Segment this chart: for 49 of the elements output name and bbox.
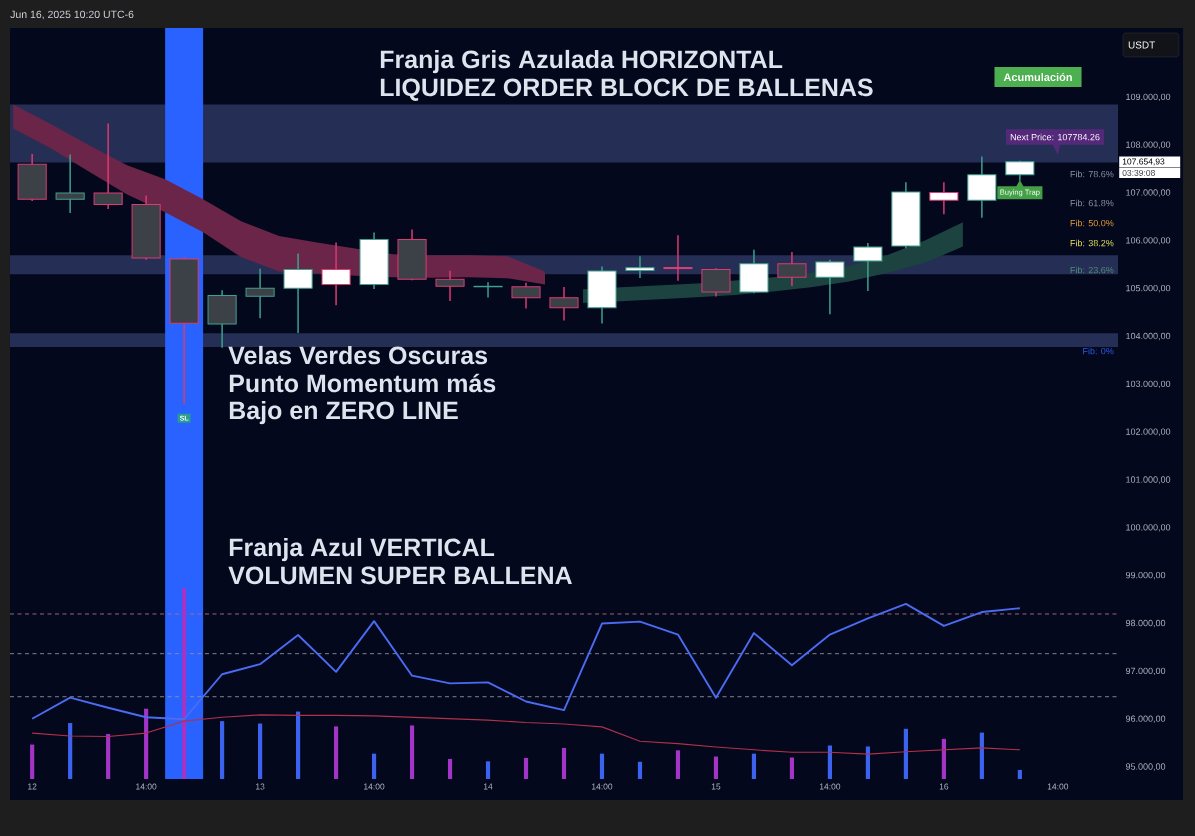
annotation: Velas Verdes Oscuras [228, 345, 488, 365]
x-tick-label: 12 [28, 783, 37, 790]
y-tick-label: 102.000,00 [1126, 428, 1171, 436]
candlestick [625, 256, 655, 278]
annotation: Fib: 0% [1083, 347, 1114, 355]
line-series [31, 602, 1021, 721]
y-tick-label: 99.000,00 [1125, 571, 1166, 580]
candlestick [663, 235, 693, 281]
y-tick-label: 96.000,00 [1125, 715, 1166, 723]
y-tick-label: 97.000,00 [1125, 667, 1166, 676]
annotation: LIQUIDEZ ORDER BLOCK DE BALLENAS [380, 78, 873, 101]
y-tick-label: 106.000,00 [1126, 237, 1171, 245]
annotation: Next Price: 107784.26 [1010, 133, 1100, 141]
annotation: Fib: 38.2% [1070, 239, 1114, 247]
text: 107.654,93 [1122, 158, 1165, 166]
annotation: Fib: 61.8% [1070, 199, 1114, 207]
candlestick [93, 123, 123, 210]
annotation: VOLUMEN SUPER BALLENA [228, 566, 572, 585]
y-tick-label: 100.000,00 [1126, 524, 1171, 532]
x-tick-label: 14:00 [136, 783, 157, 790]
annotation: Franja Gris Azulada HORIZONTAL [380, 49, 783, 74]
annotation: Fib: 50.0% [1070, 219, 1114, 227]
x-tick-label: 14:00 [1047, 783, 1069, 790]
y-tick-label: 105.000,00 [1126, 284, 1171, 293]
text: Jun 16, 2025 10:20 UTC-6 [10, 10, 134, 20]
annotation: Fib: 78.6% [1070, 170, 1114, 178]
x-tick-label: 16 [939, 783, 949, 790]
y-tick-label: 95.000,00 [1125, 763, 1166, 771]
annotation: Punto Momentum más [229, 373, 496, 393]
annotation: Acumulación [1003, 72, 1072, 82]
annotation: Fib: 23.6% [1070, 266, 1114, 274]
y-tick-label: 108.000,00 [1126, 141, 1171, 149]
x-tick-label: 14:00 [592, 783, 613, 790]
y-tick-label: 107.000,00 [1126, 189, 1171, 197]
text: 03:39:08 [1122, 169, 1155, 176]
x-tick-label: 14 [483, 783, 493, 790]
x-tick-label: 14:00 [819, 783, 841, 790]
y-tick-label: 109.000,00 [1126, 93, 1171, 102]
y-axis-title: USDT [1128, 41, 1155, 49]
candlestick [55, 154, 85, 213]
x-tick-label: 15 [711, 783, 721, 790]
y-tick-label: 104.000,00 [1126, 332, 1171, 341]
y-tick-label: 98.000,00 [1125, 619, 1166, 628]
annotation: Bajo en ZERO LINE [229, 400, 458, 425]
annotation: Franja Azul VERTICAL [229, 537, 495, 562]
x-tick-label: 14:00 [364, 783, 385, 790]
x-tick-label: 13 [256, 783, 265, 790]
y-tick-label: 101.000,00 [1126, 476, 1171, 484]
y-tick-label: 103.000,00 [1126, 380, 1171, 389]
